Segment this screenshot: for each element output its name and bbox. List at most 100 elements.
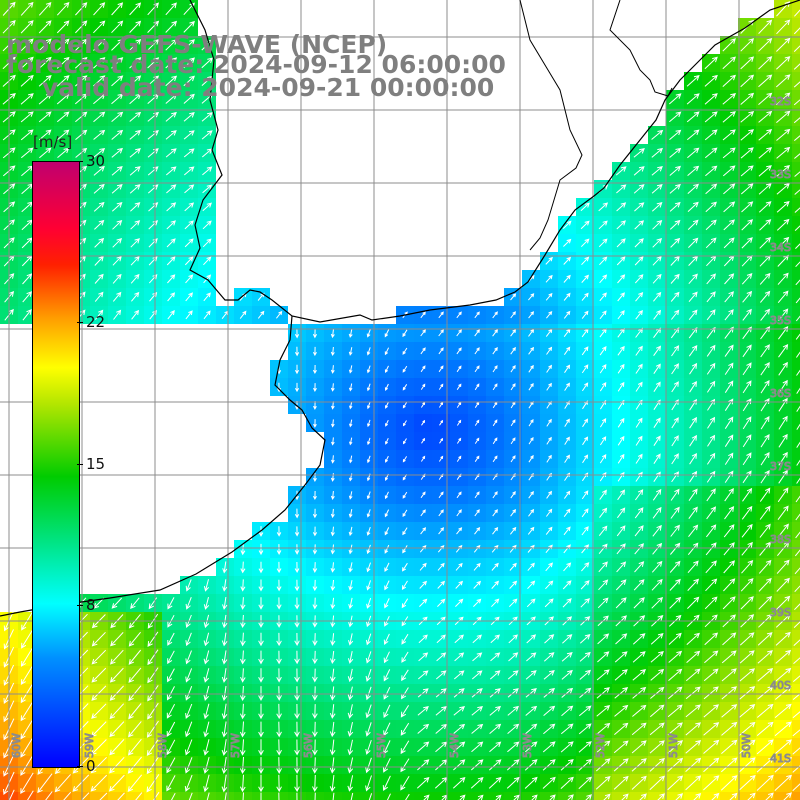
wind-vector xyxy=(95,309,104,320)
wind-vector xyxy=(668,93,682,105)
wind-vector xyxy=(580,202,590,212)
wind-vector xyxy=(127,756,142,774)
wind-vector xyxy=(778,451,788,466)
wind-vector xyxy=(792,783,800,792)
wind-vector xyxy=(597,597,609,609)
wind-cell xyxy=(684,792,702,800)
wind-vector xyxy=(330,562,336,573)
wind-vector xyxy=(495,794,502,800)
wind-vector xyxy=(110,632,124,647)
wind-vector xyxy=(258,686,264,701)
wind-vector xyxy=(312,526,318,537)
wind-vector xyxy=(759,272,771,285)
wind-vector xyxy=(222,561,228,574)
wind-vector xyxy=(596,722,611,735)
wind-vector xyxy=(20,38,34,52)
wind-vector xyxy=(792,711,800,719)
wind-vector xyxy=(599,256,608,266)
wind-vector xyxy=(313,419,317,428)
wind-vector xyxy=(510,311,516,319)
wind-vector xyxy=(438,455,444,462)
wind-vector xyxy=(401,669,409,682)
wind-vector xyxy=(528,293,535,301)
wind-cell xyxy=(90,792,108,800)
wind-vector xyxy=(688,237,699,248)
wind-cell xyxy=(612,792,630,800)
wind-vector xyxy=(492,509,498,517)
wind-vector xyxy=(756,757,774,773)
wind-vector xyxy=(528,364,534,373)
wind-vector xyxy=(184,739,193,756)
wind-cell xyxy=(792,630,800,648)
wind-vector xyxy=(420,329,426,337)
wind-cell xyxy=(738,792,756,800)
wind-cell xyxy=(432,792,450,800)
wind-vector xyxy=(185,686,193,701)
wind-vector xyxy=(507,688,519,698)
wind-vector xyxy=(166,775,176,792)
wind-vector xyxy=(667,775,684,791)
wind-vector xyxy=(294,597,300,610)
wind-vector xyxy=(221,632,228,647)
wind-vector xyxy=(686,129,700,141)
wind-vector xyxy=(706,273,716,285)
wind-vector xyxy=(75,20,88,34)
wind-vector xyxy=(778,415,788,430)
wind-vector xyxy=(111,184,123,194)
wind-cell xyxy=(792,486,800,504)
wind-cell xyxy=(558,792,576,800)
wind-vector xyxy=(167,292,176,302)
wind-vector xyxy=(724,291,734,303)
wind-vector xyxy=(528,454,534,463)
colorbar-tick xyxy=(77,322,83,324)
wind-vector xyxy=(722,111,736,123)
wind-vector xyxy=(474,311,480,319)
wind-vector xyxy=(616,184,627,194)
wind-vector xyxy=(651,560,663,573)
colorbar-tick-label: 15 xyxy=(86,454,106,473)
wind-cell xyxy=(144,792,162,800)
wind-vector xyxy=(724,380,734,393)
wind-vector xyxy=(402,509,408,517)
wind-vector xyxy=(456,311,462,319)
wind-vector xyxy=(93,57,106,69)
wind-vector xyxy=(348,508,353,518)
wind-vector xyxy=(91,649,107,665)
wind-vector xyxy=(778,433,788,448)
lon-label: 53W xyxy=(521,733,534,758)
wind-vector xyxy=(509,562,517,571)
wind-vector xyxy=(687,201,699,212)
wind-vector xyxy=(670,524,680,537)
wind-vector xyxy=(147,667,159,684)
wind-vector xyxy=(471,706,483,716)
wind-cell xyxy=(522,792,540,800)
wind-vector xyxy=(258,650,264,665)
wind-vector xyxy=(203,596,210,610)
wind-vector xyxy=(703,739,720,754)
wind-vector xyxy=(417,741,430,753)
wind-cell xyxy=(792,144,800,162)
wind-vector xyxy=(240,543,246,556)
wind-vector xyxy=(740,38,755,52)
wind-vector xyxy=(688,291,698,303)
wind-vector xyxy=(564,382,570,391)
wind-vector xyxy=(794,9,800,17)
wind-vector xyxy=(635,309,643,320)
lon-label: 57W xyxy=(229,733,242,758)
wind-vector xyxy=(38,1,52,16)
wind-vector xyxy=(93,93,106,105)
wind-vector xyxy=(796,405,800,412)
wind-vector xyxy=(402,384,408,391)
wind-vector xyxy=(402,365,408,373)
wind-vector xyxy=(793,657,800,664)
wind-vector xyxy=(384,562,390,573)
wind-vector xyxy=(724,416,734,429)
wind-vector xyxy=(202,184,213,194)
wind-vector xyxy=(513,794,520,800)
wind-vector xyxy=(400,740,410,755)
wind-vector xyxy=(669,165,681,176)
wind-vector xyxy=(383,722,391,737)
wind-vector xyxy=(329,757,336,774)
wind-vector xyxy=(258,579,264,592)
lat-label: 38S xyxy=(770,533,791,546)
